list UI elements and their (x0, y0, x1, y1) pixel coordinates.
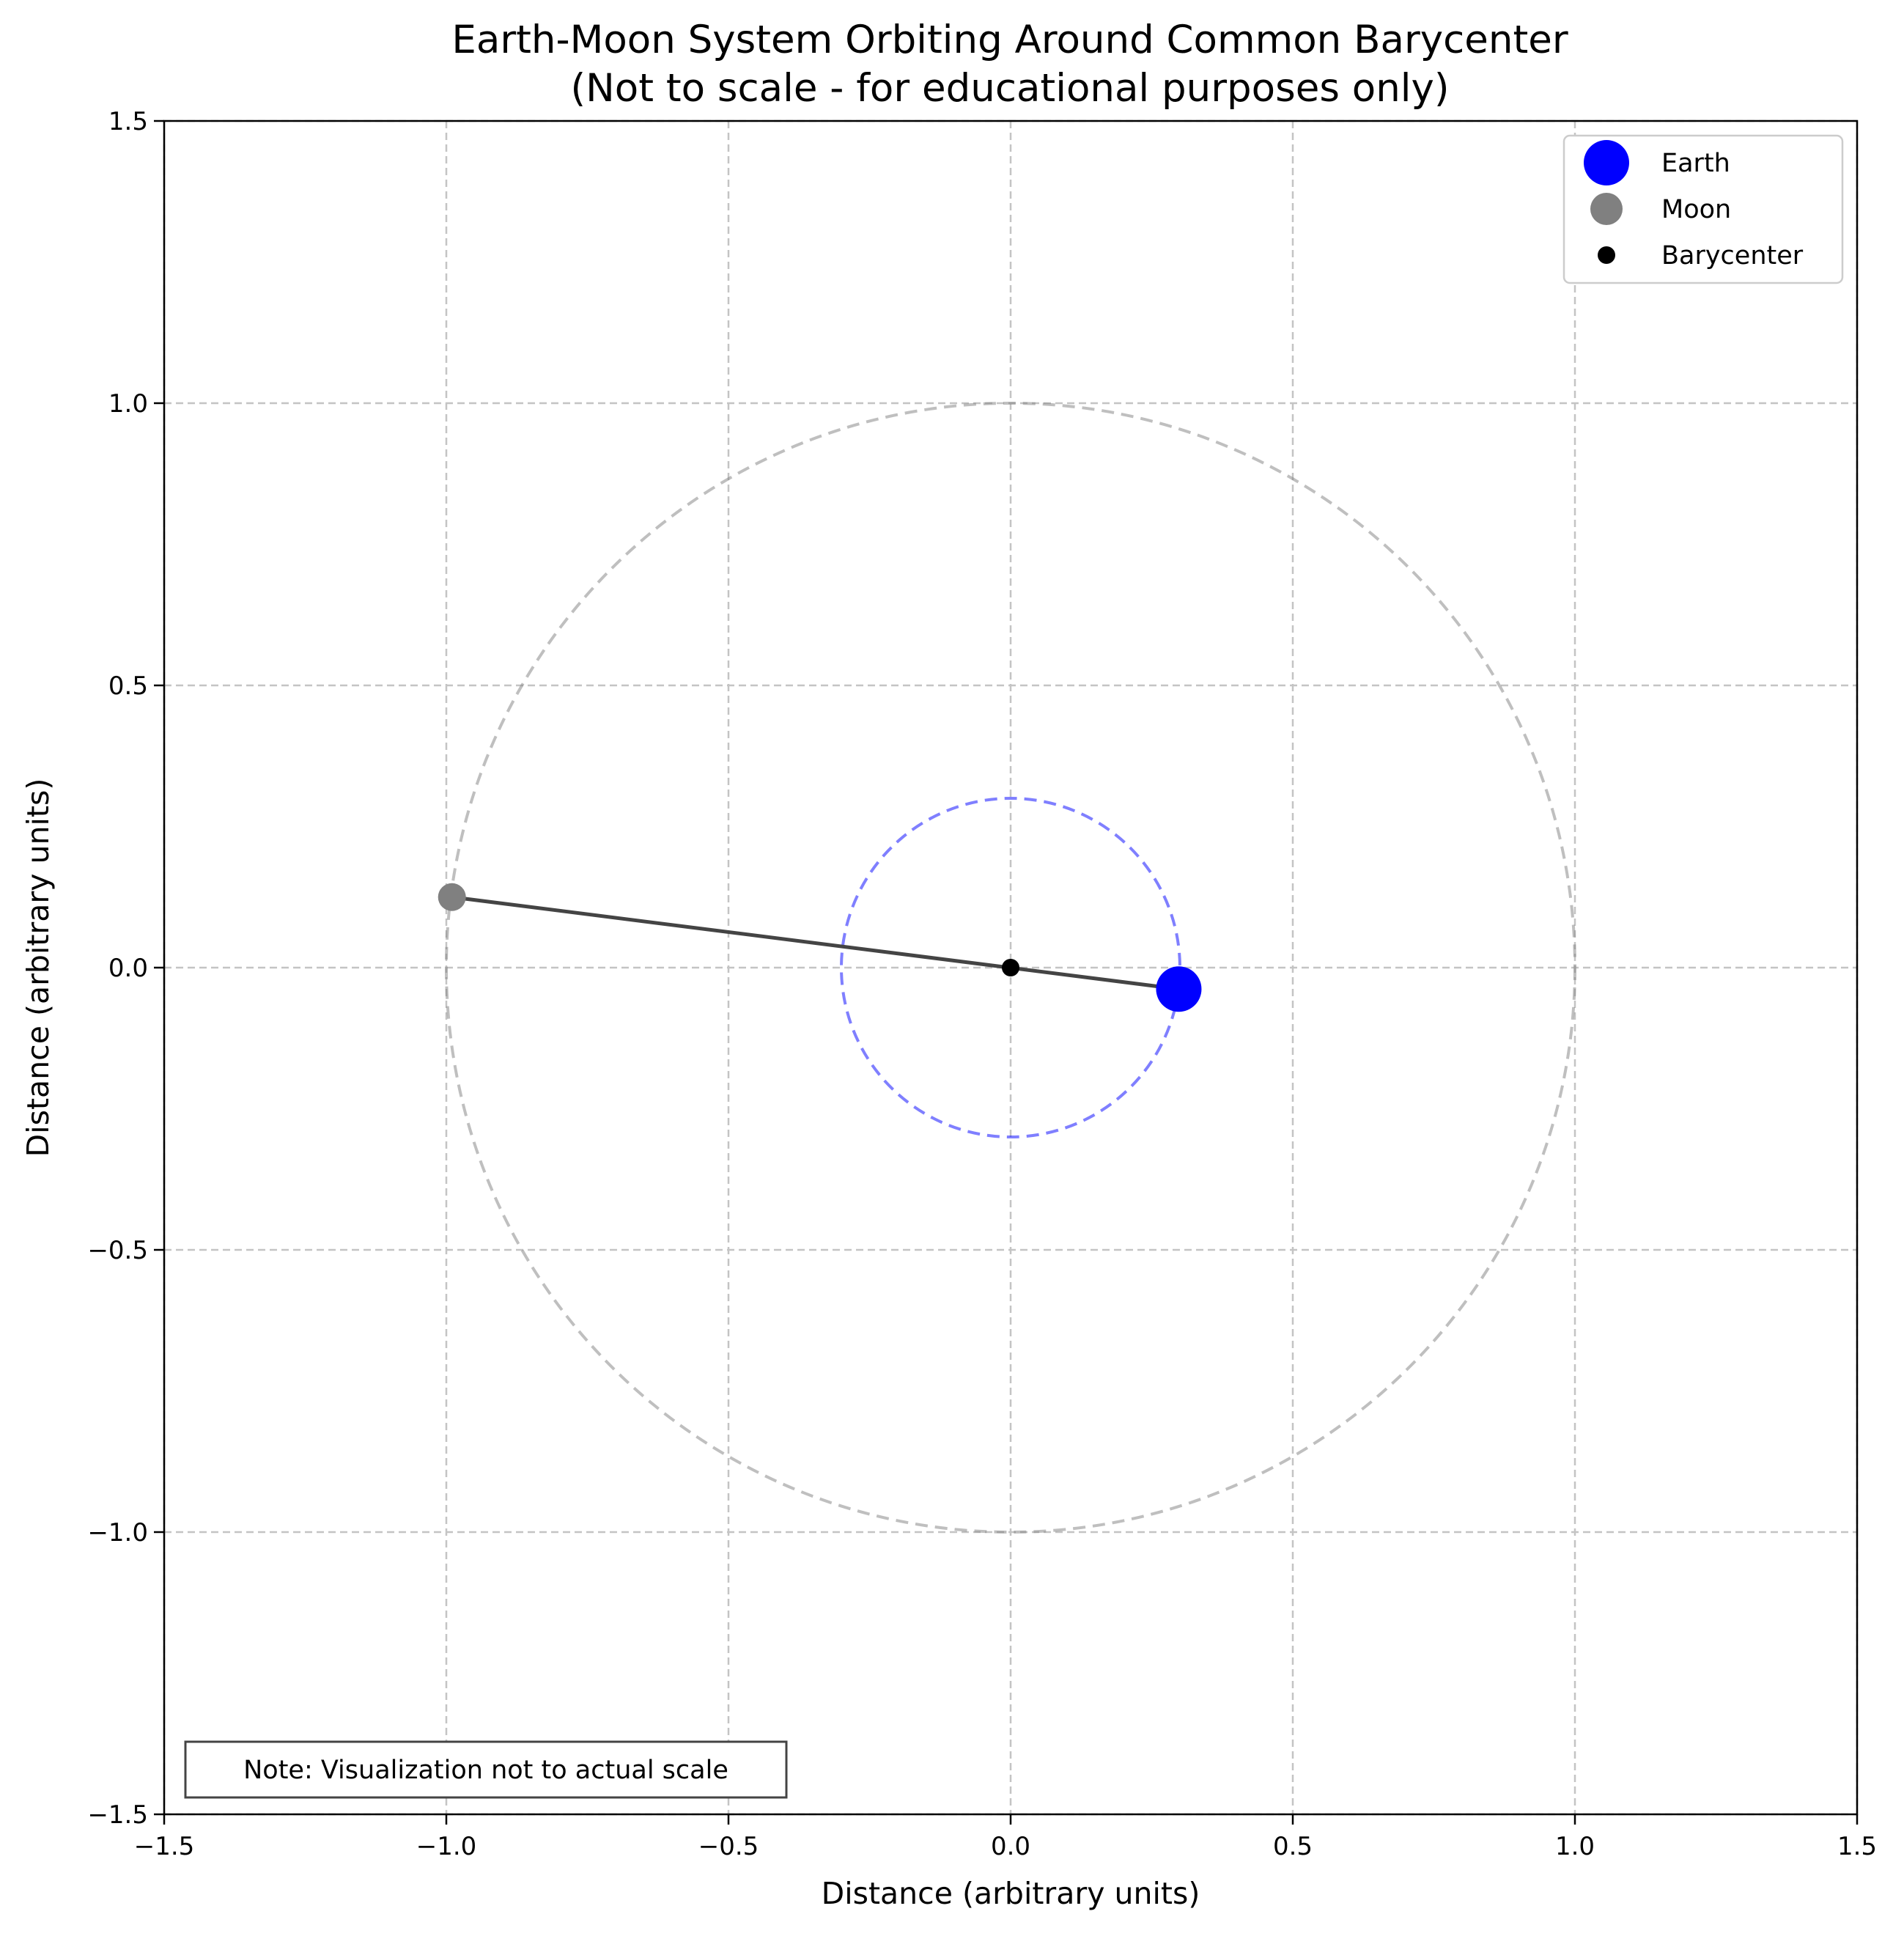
legend-marker-moon (1590, 193, 1623, 225)
note-text: Note: Visualization not to actual scale (243, 1756, 728, 1785)
legend-label-barycenter: Barycenter (1661, 241, 1804, 270)
y-tick-label-4: 0.5 (108, 671, 148, 701)
y-tick-label-3: 0.0 (108, 954, 148, 983)
legend-marker-earth (1584, 140, 1629, 185)
note-box (184, 1740, 788, 1799)
x-axis-ticks: −1.5 −1.0 −0.5 0.0 0.5 1.0 1.5 (134, 1814, 1877, 1861)
markers (438, 883, 1202, 1012)
x-tick-label-5: 1.0 (1555, 1832, 1595, 1861)
moon-point (438, 883, 466, 911)
x-tick-label-1: −1.0 (416, 1832, 477, 1861)
y-tick-label-2: −0.5 (87, 1236, 148, 1265)
x-axis-label: Distance (arbitrary units) (822, 1876, 1200, 1911)
barycenter-point (1002, 959, 1019, 976)
x-tick-label-2: −0.5 (698, 1832, 759, 1861)
chart-subtitle: (Not to scale - for educational purposes… (570, 66, 1449, 111)
x-tick-label-6: 1.5 (1837, 1832, 1877, 1861)
chart-title: Earth-Moon System Orbiting Around Common… (451, 18, 1568, 62)
y-tick-label-1: −1.0 (87, 1518, 148, 1547)
y-tick-label-5: 1.0 (108, 389, 148, 419)
legend-marker-barycenter (1598, 246, 1615, 264)
x-tick-label-4: 0.5 (1273, 1832, 1313, 1861)
y-axis-label: Distance (arbitrary units) (21, 779, 56, 1157)
legend-label-earth: Earth (1661, 149, 1730, 178)
legend: Earth Moon Barycenter (1562, 134, 1844, 284)
note-annotation: Note: Visualization not to actual scale (184, 1740, 788, 1799)
legend-box (1562, 134, 1844, 284)
y-tick-label-6: 1.5 (108, 107, 148, 136)
x-tick-label-0: −1.5 (134, 1832, 195, 1861)
legend-label-moon: Moon (1661, 195, 1731, 224)
x-tick-label-3: 0.0 (991, 1832, 1030, 1861)
y-axis-ticks: −1.5 −1.0 −0.5 0.0 0.5 1.0 1.5 (87, 107, 164, 1830)
orbit-moon (445, 402, 1576, 1534)
earth-moon-connector (451, 895, 1179, 991)
earth-point (1156, 966, 1202, 1012)
y-tick-label-0: −1.5 (87, 1800, 148, 1830)
